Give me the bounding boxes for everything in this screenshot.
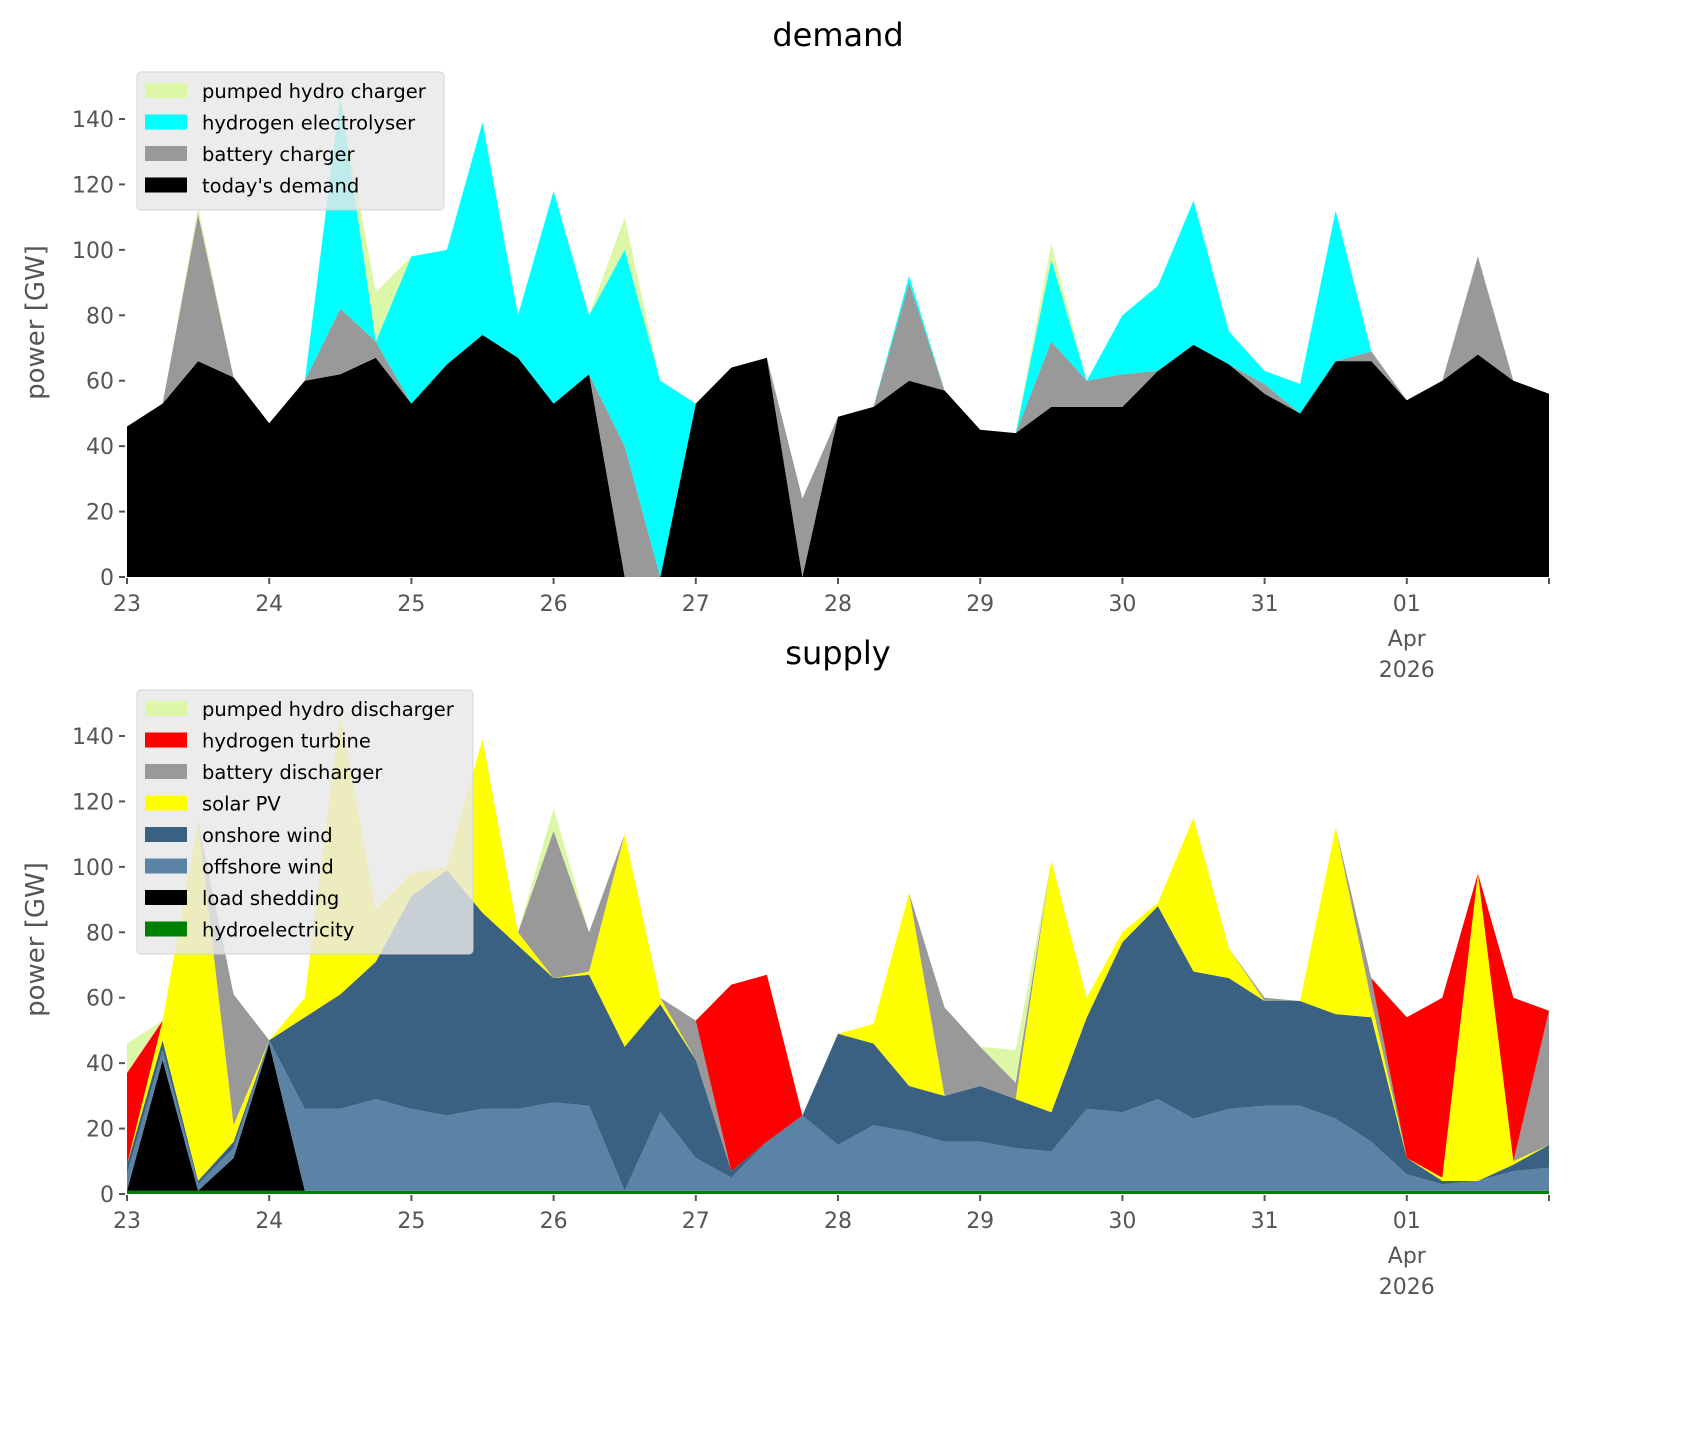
x-tick-sublabel: 2026 bbox=[1379, 1275, 1435, 1300]
legend-swatch bbox=[145, 890, 187, 905]
y-axis-label: power [GW] bbox=[21, 245, 51, 400]
x-tick-label: 01 bbox=[1393, 592, 1421, 617]
legend-label: battery discharger bbox=[202, 761, 383, 784]
legend-label: hydroelectricity bbox=[202, 919, 354, 942]
y-tick-label: 120 bbox=[72, 790, 114, 815]
y-tick-label: 80 bbox=[86, 304, 114, 329]
chart-title: supply bbox=[785, 634, 890, 672]
y-tick-label: 20 bbox=[86, 501, 114, 526]
y-tick-label: 20 bbox=[86, 1118, 114, 1143]
y-tick-label: 100 bbox=[72, 239, 114, 264]
x-tick-label: 23 bbox=[113, 1209, 141, 1234]
x-tick-label: 24 bbox=[255, 592, 283, 617]
y-tick-label: 80 bbox=[86, 921, 114, 946]
y-tick-label: 60 bbox=[86, 370, 114, 395]
legend-box bbox=[136, 689, 474, 955]
y-tick-label: 60 bbox=[86, 987, 114, 1012]
legend-label: battery charger bbox=[202, 143, 355, 166]
x-tick-label: 26 bbox=[540, 592, 568, 617]
y-axis-label: power [GW] bbox=[21, 862, 51, 1017]
x-tick-label: 29 bbox=[966, 1209, 994, 1234]
legend-box bbox=[136, 71, 445, 211]
legend-label: hydrogen electrolyser bbox=[202, 112, 416, 135]
area-today-s-demand bbox=[127, 334, 1549, 577]
legend-label: pumped hydro discharger bbox=[202, 698, 455, 721]
legend-swatch bbox=[145, 858, 187, 874]
x-tick-label: 28 bbox=[824, 592, 852, 617]
x-tick-label: 30 bbox=[1108, 1209, 1136, 1234]
x-tick-label: 25 bbox=[397, 1209, 425, 1234]
area-hydroelectricity bbox=[127, 1190, 1549, 1194]
y-tick-label: 0 bbox=[100, 1183, 114, 1208]
y-tick-label: 0 bbox=[100, 566, 114, 591]
supply-chart: supply power [GW] 0 20 40 60 80 100 120 140 23 24 25… bbox=[21, 634, 1550, 1300]
area-hydrogen-electrolyser bbox=[127, 96, 1549, 577]
x-tick-label: 25 bbox=[397, 592, 425, 617]
y-tick-label: 140 bbox=[72, 108, 114, 133]
legend-label: load shedding bbox=[202, 887, 339, 910]
area-onshore-wind bbox=[127, 870, 1549, 1191]
legend-swatch bbox=[145, 83, 187, 98]
legend: pumped hydro discharger hydrogen turbine b… bbox=[136, 689, 474, 955]
x-tick-label: 01 bbox=[1393, 1209, 1421, 1234]
legend-label: today's demand bbox=[202, 175, 359, 198]
legend-swatch bbox=[145, 921, 187, 937]
legend-swatch bbox=[145, 701, 187, 716]
x-tick-sublabel: 2026 bbox=[1379, 658, 1435, 683]
area-load-shedding bbox=[127, 1043, 1549, 1191]
y-tick-label: 140 bbox=[72, 725, 114, 750]
chart-title: demand bbox=[772, 16, 903, 54]
legend-label: onshore wind bbox=[202, 824, 333, 847]
y-tick-label: 40 bbox=[86, 435, 114, 460]
x-tick-label: 30 bbox=[1108, 592, 1136, 617]
legend-swatch bbox=[145, 114, 187, 130]
x-tick-label: 27 bbox=[682, 1209, 710, 1234]
area-solar-pv bbox=[127, 713, 1549, 1181]
legend-swatch bbox=[145, 764, 187, 779]
x-tick-sublabel: Apr bbox=[1388, 1244, 1427, 1269]
legend-label: hydrogen turbine bbox=[202, 730, 371, 753]
legend-swatch bbox=[145, 795, 187, 811]
legend-swatch bbox=[145, 177, 187, 193]
x-tick-label: 27 bbox=[682, 592, 710, 617]
legend-swatch bbox=[145, 827, 187, 842]
x-tick-label: 26 bbox=[540, 1209, 568, 1234]
x-tick-label: 29 bbox=[966, 592, 994, 617]
legend-label: pumped hydro charger bbox=[202, 80, 427, 103]
x-tick-label: 28 bbox=[824, 1209, 852, 1234]
y-tick-label: 120 bbox=[72, 173, 114, 198]
legend-swatch bbox=[145, 146, 187, 161]
legend: pumped hydro charger hydrogen electrolyse… bbox=[136, 71, 445, 211]
x-tick-label: 24 bbox=[255, 1209, 283, 1234]
x-tick-label: 31 bbox=[1251, 592, 1279, 617]
demand-chart: demand power [GW] 0 20 40 60 80 100 120 140 23 24 25… bbox=[21, 16, 1550, 683]
x-tick-label: 31 bbox=[1251, 1209, 1279, 1234]
area-hydrogen-turbine bbox=[127, 713, 1549, 1178]
y-tick-label: 100 bbox=[72, 856, 114, 881]
x-tick-label: 23 bbox=[113, 592, 141, 617]
y-tick-label: 40 bbox=[86, 1052, 114, 1077]
legend-label: offshore wind bbox=[202, 856, 334, 879]
area-offshore-wind bbox=[127, 1040, 1549, 1191]
legend-swatch bbox=[145, 732, 187, 748]
legend-label: solar PV bbox=[202, 793, 281, 816]
x-tick-sublabel: Apr bbox=[1388, 627, 1427, 652]
